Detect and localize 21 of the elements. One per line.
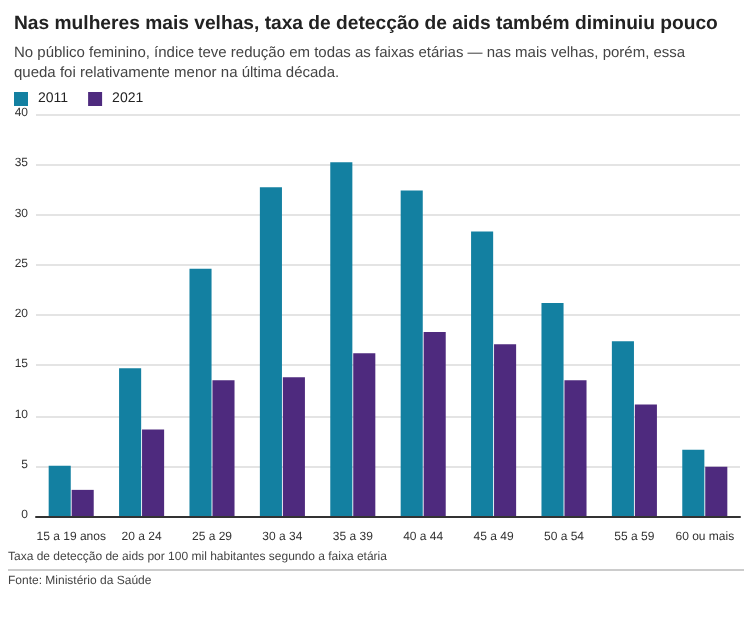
bar <box>611 341 634 516</box>
bar <box>400 190 423 516</box>
bar <box>541 302 564 516</box>
bar <box>634 404 657 516</box>
bar <box>494 344 517 516</box>
bar <box>259 187 282 516</box>
bar <box>48 465 71 516</box>
bar <box>142 429 165 516</box>
bar <box>682 449 705 516</box>
bar <box>353 353 376 516</box>
bar <box>705 466 728 516</box>
bar <box>330 162 353 516</box>
bar <box>189 268 212 516</box>
bar <box>564 380 587 516</box>
bar <box>423 332 446 516</box>
chart-title: Nas mulheres mais velhas, taxa de detecção de aids também diminuiu pouco <box>14 13 719 35</box>
bar <box>471 231 494 516</box>
bar <box>119 368 142 516</box>
bar <box>282 377 305 516</box>
bar <box>212 380 235 516</box>
bar <box>71 489 94 516</box>
